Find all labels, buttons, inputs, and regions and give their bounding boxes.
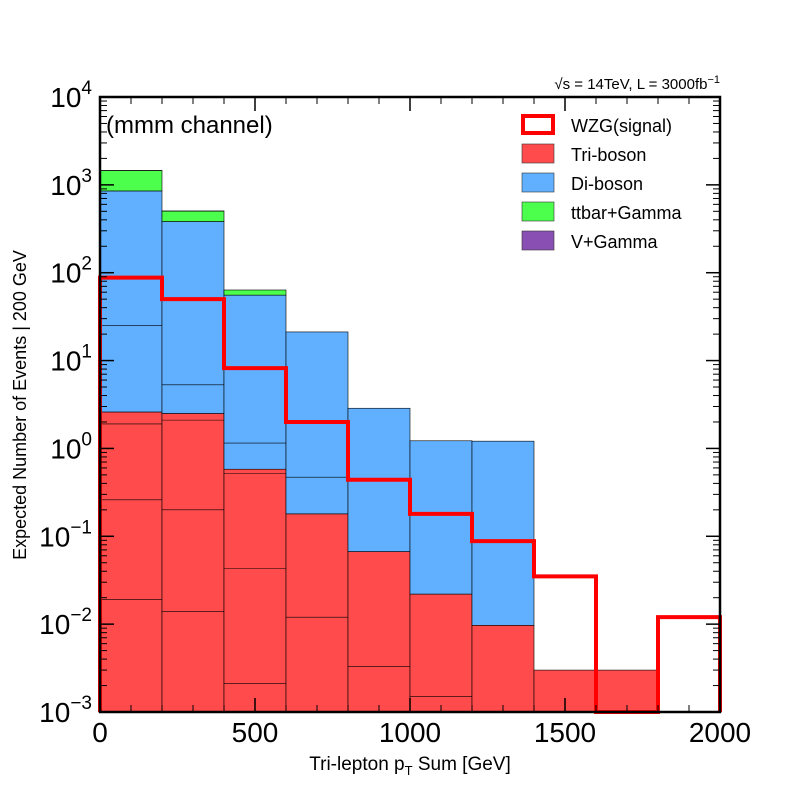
bar-ttbar-gamma	[223, 289, 287, 296]
y-tick-label: 10−3	[39, 693, 92, 728]
bar-di-boson	[471, 440, 535, 626]
bar-di-boson	[99, 190, 163, 413]
bar-ttbar-gamma	[99, 170, 163, 192]
bar-tri-boson	[285, 513, 349, 713]
bar-tri-boson	[99, 411, 163, 713]
bar-di-boson	[223, 294, 287, 470]
y-tick-label: 102	[50, 254, 92, 289]
legend-label: V+Gamma	[571, 232, 659, 252]
x-tick-label: 500	[232, 717, 279, 748]
y-tick-label: 103	[50, 166, 92, 201]
bar-tri-boson	[347, 551, 411, 713]
channel-annotation: (mmm channel)	[106, 112, 273, 139]
x-tick-label: 1500	[534, 717, 596, 748]
legend-swatch	[521, 201, 555, 222]
y-tick-label: 101	[50, 342, 92, 377]
plot-frame	[98, 95, 722, 714]
x-axis-title: Tri-lepton pT Sum [GeV]	[309, 754, 511, 778]
legend-swatch	[521, 172, 555, 193]
y-tick-label: 100	[50, 429, 92, 464]
bar-tri-boson	[409, 593, 473, 713]
legend-swatch-signal	[521, 114, 555, 135]
x-tick-label: 2000	[689, 717, 751, 748]
y-tick-label: 104	[50, 78, 92, 113]
y-tick-label: 10−1	[39, 517, 92, 552]
legend-label: WZG(signal)	[571, 116, 672, 136]
bar-ttbar-gamma	[161, 210, 225, 222]
bar-tri-boson	[471, 625, 535, 713]
legend-swatch	[521, 230, 555, 251]
bar-di-boson	[409, 440, 473, 595]
x-tick-label: 1000	[379, 717, 441, 748]
y-axis-title: Expected Number of Events | 200 GeV	[10, 250, 30, 560]
bar-tri-boson	[161, 413, 225, 713]
legend: WZG(signal) Tri-boson Di-boson ttbar+Gamma V…	[521, 114, 683, 252]
legend-label: Tri-boson	[571, 145, 646, 165]
legend-label: Di-boson	[571, 174, 643, 194]
histogram-bars	[99, 170, 659, 713]
legend-swatch	[521, 143, 555, 164]
x-tick-label: 0	[92, 717, 108, 748]
legend-label: ttbar+Gamma	[571, 203, 683, 223]
bar-tri-boson	[223, 468, 287, 713]
lumi-annotation: √s = 14TeV, L = 3000fb−1	[554, 74, 720, 93]
y-tick-label: 10−2	[39, 605, 92, 640]
